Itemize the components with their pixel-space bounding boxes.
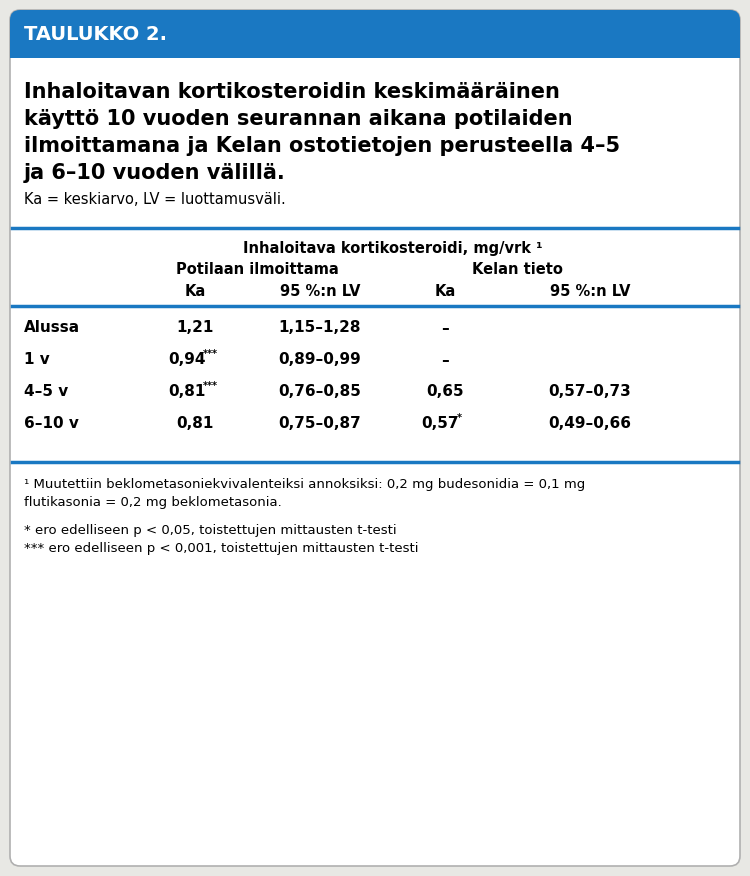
- FancyBboxPatch shape: [10, 10, 740, 58]
- Text: *** ero edelliseen p < 0,001, toistettujen mittausten t-testi: *** ero edelliseen p < 0,001, toistettuj…: [24, 542, 418, 555]
- Text: 0,57: 0,57: [422, 416, 459, 432]
- Text: Kelan tieto: Kelan tieto: [472, 263, 563, 278]
- Text: 0,81: 0,81: [168, 385, 206, 399]
- Text: 95 %:n LV: 95 %:n LV: [550, 285, 630, 300]
- Text: ***: ***: [203, 381, 218, 391]
- Text: ilmoittamana ja Kelan ostotietojen perusteella 4–5: ilmoittamana ja Kelan ostotietojen perus…: [24, 136, 620, 156]
- Text: Alussa: Alussa: [24, 321, 80, 336]
- Text: –: –: [441, 321, 448, 336]
- Text: 0,81: 0,81: [176, 416, 214, 432]
- Bar: [10, 34, 740, 58]
- Text: *: *: [457, 413, 462, 423]
- Text: ***: ***: [203, 349, 218, 359]
- Text: 6–10 v: 6–10 v: [24, 416, 79, 432]
- Text: 4–5 v: 4–5 v: [24, 385, 68, 399]
- Text: käyttö 10 vuoden seurannan aikana potilaiden: käyttö 10 vuoden seurannan aikana potila…: [24, 109, 573, 129]
- Text: Potilaan ilmoittama: Potilaan ilmoittama: [176, 263, 339, 278]
- Text: 1 v: 1 v: [24, 352, 50, 368]
- Text: 0,49–0,66: 0,49–0,66: [548, 416, 632, 432]
- Text: 95 %:n LV: 95 %:n LV: [280, 285, 360, 300]
- Text: –: –: [441, 352, 448, 368]
- Text: ja 6–10 vuoden välillä.: ja 6–10 vuoden välillä.: [24, 163, 286, 183]
- Text: ¹ Muutettiin beklometasoniekvivalenteiksi annoksiksi: 0,2 mg budesonidia = 0,1 m: ¹ Muutettiin beklometasoniekvivalenteiks…: [24, 478, 585, 491]
- Text: * ero edelliseen p < 0,05, toistettujen mittausten t-testi: * ero edelliseen p < 0,05, toistettujen …: [24, 524, 397, 537]
- Text: Ka = keskiarvo, LV = luottamusväli.: Ka = keskiarvo, LV = luottamusväli.: [24, 192, 286, 207]
- Text: Ka: Ka: [434, 285, 455, 300]
- Text: 0,75–0,87: 0,75–0,87: [279, 416, 362, 432]
- Text: 0,76–0,85: 0,76–0,85: [278, 385, 362, 399]
- Text: flutikasonia = 0,2 mg beklometasonia.: flutikasonia = 0,2 mg beklometasonia.: [24, 496, 282, 509]
- Text: 0,94: 0,94: [168, 352, 206, 368]
- Text: 1,15–1,28: 1,15–1,28: [279, 321, 362, 336]
- FancyBboxPatch shape: [10, 10, 740, 866]
- Text: 1,21: 1,21: [176, 321, 214, 336]
- Text: Inhaloitavan kortikosteroidin keskimääräinen: Inhaloitavan kortikosteroidin keskimäärä…: [24, 82, 560, 102]
- Text: 0,57–0,73: 0,57–0,73: [548, 385, 632, 399]
- Text: TAULUKKO 2.: TAULUKKO 2.: [24, 25, 167, 44]
- Text: Inhaloitava kortikosteroidi, mg/vrk ¹: Inhaloitava kortikosteroidi, mg/vrk ¹: [243, 241, 542, 256]
- Text: Ka: Ka: [184, 285, 206, 300]
- Text: 0,65: 0,65: [426, 385, 464, 399]
- Text: 0,89–0,99: 0,89–0,99: [279, 352, 362, 368]
